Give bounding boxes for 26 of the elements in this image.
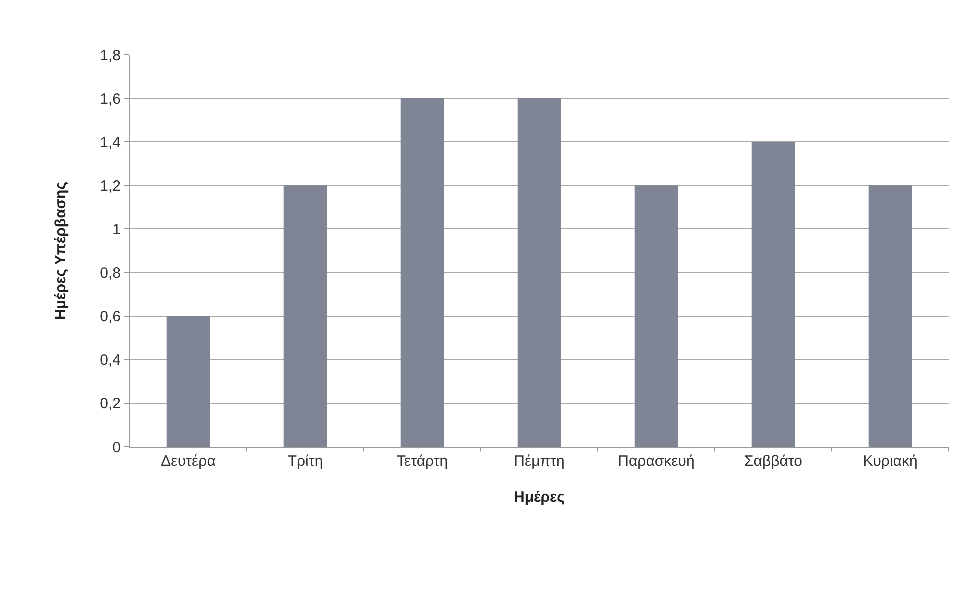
bar	[752, 142, 796, 447]
bar	[634, 186, 678, 447]
y-tick-label: 0,2	[100, 396, 121, 413]
bar	[518, 98, 562, 447]
y-tick-label: 1,6	[100, 90, 121, 108]
bar	[400, 98, 444, 447]
x-tick-label: Κυριακή	[863, 453, 918, 470]
y-tick-label: 0,8	[100, 265, 121, 282]
y-tick-label: 0,4	[100, 352, 121, 370]
y-tick-label: 0	[112, 439, 121, 456]
x-tick-label: Τετάρτη	[396, 453, 448, 470]
y-tick-label: 1,8	[100, 47, 121, 64]
bar	[868, 186, 912, 447]
x-axis-title: Ημέρες	[514, 489, 566, 506]
bar	[284, 186, 328, 447]
y-tick-label: 1	[112, 221, 121, 238]
bar	[166, 316, 210, 447]
y-tick-label: 1,2	[100, 178, 121, 195]
x-tick-label: Πέμπτη	[514, 453, 565, 470]
y-tick-label: 1,4	[100, 134, 121, 152]
x-tick-label: Δευτέρα	[161, 453, 216, 470]
y-axis-title: Ημέρες Υπέρβασης	[52, 182, 70, 320]
x-tick-label: Τρίτη	[288, 453, 324, 470]
x-tick-label: Παρασκευή	[618, 453, 695, 470]
x-tick-label: Σαββάτο	[744, 453, 802, 470]
y-tick-label: 0,6	[100, 308, 121, 326]
